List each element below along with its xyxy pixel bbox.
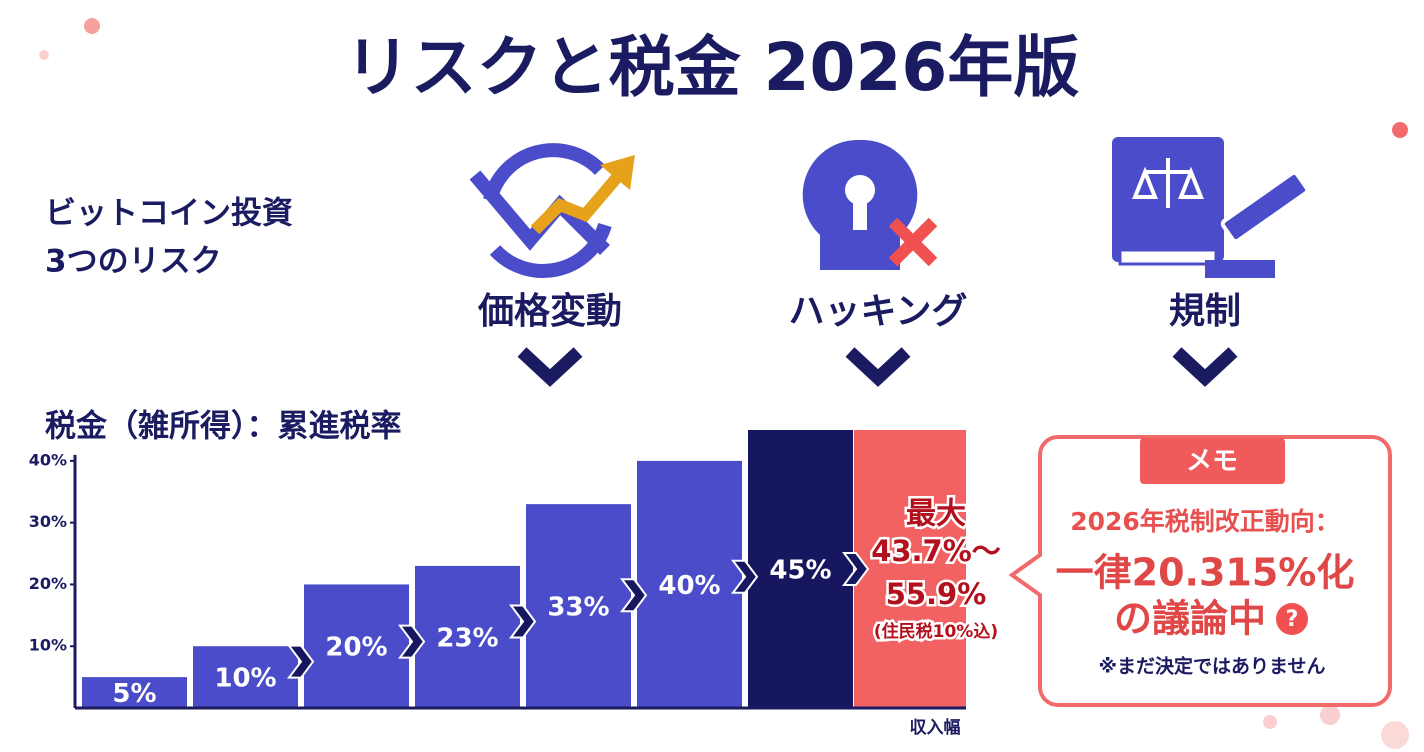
step-arrow xyxy=(287,644,315,679)
bar xyxy=(193,646,298,708)
y-tick-label: 30% xyxy=(29,512,67,531)
step-arrow xyxy=(398,624,426,659)
value-label: 33% xyxy=(547,593,609,623)
memo-line: 一律20.315%化 xyxy=(1056,551,1355,595)
memo-line: 2026年税制改正動向： xyxy=(1070,507,1340,536)
step-arrow xyxy=(731,559,759,594)
value-label: 23% xyxy=(436,623,498,653)
risk-label: ハッキング xyxy=(789,291,968,332)
decor-dots xyxy=(39,18,1409,749)
memo-tag: メモ xyxy=(1186,447,1238,477)
down-chevrons xyxy=(517,347,1238,387)
step-arrow xyxy=(842,552,870,586)
value-label: 40% xyxy=(658,571,720,601)
memo: メモ 2026年税制改正動向： 一律20.315%化 の議論中 ? ※まだ決定で… xyxy=(1008,435,1392,707)
bar xyxy=(304,584,409,708)
bar xyxy=(82,677,187,708)
max-rate-annotation: 55.9% xyxy=(886,577,987,611)
risk-heading: 3つのリスク xyxy=(45,244,222,280)
y-tick-label: 20% xyxy=(29,574,67,593)
memo-note: ※まだ決定ではありません xyxy=(1099,655,1326,678)
icon-regulation xyxy=(1112,137,1310,278)
step-arrow xyxy=(620,578,648,613)
max-rate-block xyxy=(854,430,966,708)
value-label: 5% xyxy=(112,679,156,709)
risk-label: 価格変動 xyxy=(477,290,622,332)
icon-hacking xyxy=(802,139,938,270)
value-label: 20% xyxy=(325,633,387,663)
value-label: 45% xyxy=(769,556,831,586)
step-arrow xyxy=(509,604,537,639)
y-tick-label: 10% xyxy=(29,636,67,655)
x-axis-label: 収入幅 xyxy=(910,717,961,738)
bar xyxy=(637,460,742,708)
memo-line: の議論中 xyxy=(1114,597,1266,641)
value-label: 10% xyxy=(214,664,276,694)
bar xyxy=(526,504,631,708)
max-rate-annotation: 最大 xyxy=(906,497,966,532)
max-rate-annotation: (住民税10%込) xyxy=(874,621,998,642)
max-rate-annotation: 43.7%～ xyxy=(871,534,1001,568)
bar xyxy=(415,565,520,708)
chart-title: 税金（雑所得）：累進税率 xyxy=(45,409,402,445)
question-icon: ? xyxy=(1286,607,1299,632)
title: リスクと税金 2026年版 xyxy=(345,29,1080,106)
icon-volatility xyxy=(469,143,635,278)
risk-label: 規制 xyxy=(1169,291,1241,332)
risk-heading: ビットコイン投資 xyxy=(45,196,293,232)
y-tick-label: 40% xyxy=(29,450,67,469)
bar xyxy=(748,430,853,708)
